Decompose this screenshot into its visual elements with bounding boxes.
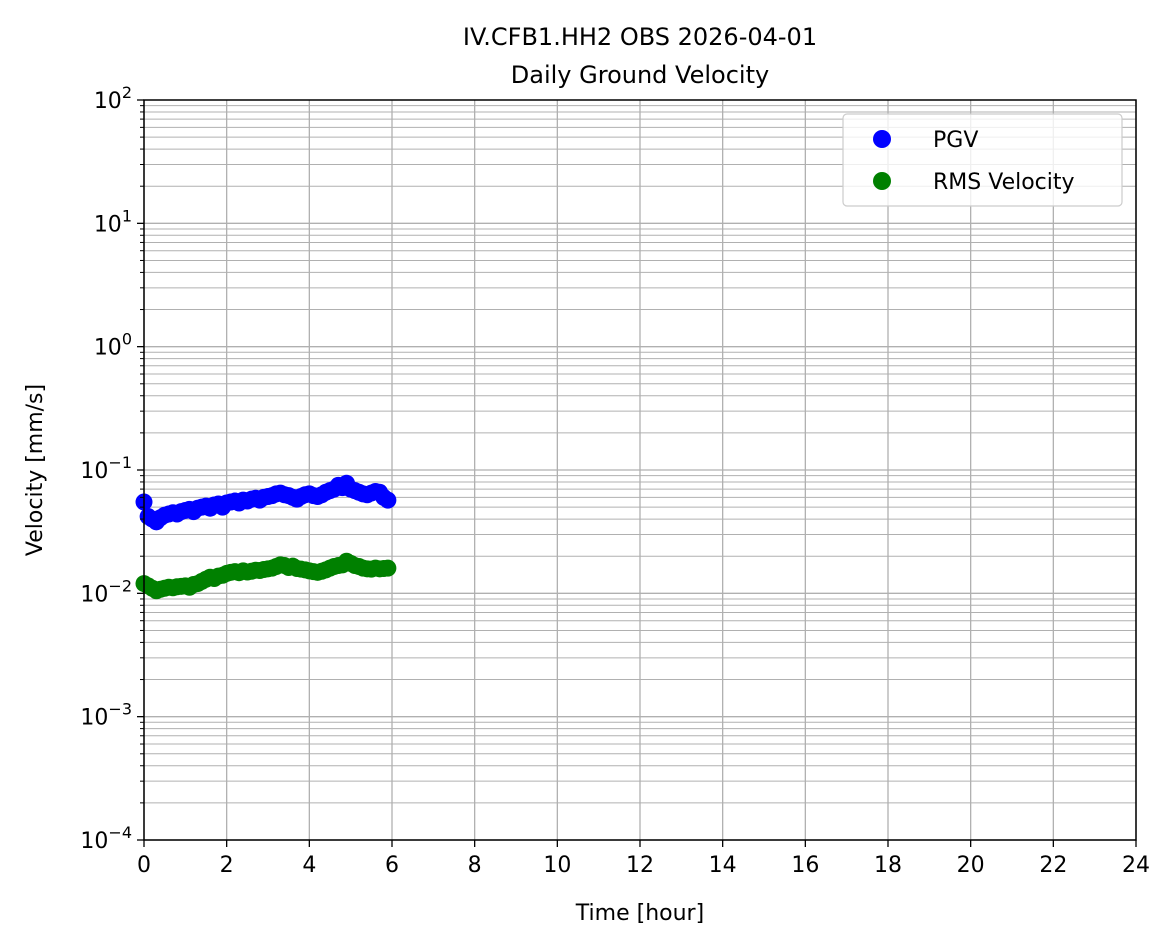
chart-subtitle: Daily Ground Velocity: [511, 61, 769, 89]
chart-title: IV.CFB1.HH2 OBS 2026-04-01: [463, 23, 817, 51]
x-axis-label: Time [hour]: [575, 901, 704, 926]
pgv-point: [379, 491, 397, 509]
legend-label-rms: RMS Velocity: [933, 170, 1075, 195]
x-tick-label: 14: [709, 853, 737, 878]
y-tick-label: 10−4: [80, 823, 132, 854]
x-tick-label: 8: [468, 853, 482, 878]
data-points: [135, 474, 397, 600]
x-tick-label: 4: [302, 853, 316, 878]
legend-marker-pgv: [873, 130, 891, 148]
legend-marker-rms: [873, 172, 891, 190]
legend-box: [842, 113, 1123, 207]
series-pgv: [135, 474, 397, 531]
x-tick-label: 22: [1039, 853, 1067, 878]
x-tick-label: 12: [626, 853, 654, 878]
x-tick-label: 0: [137, 853, 151, 878]
x-tick-label: 20: [957, 853, 985, 878]
rms-point: [379, 559, 397, 577]
x-tick-label: 16: [791, 853, 819, 878]
x-tick-label: 2: [220, 853, 234, 878]
y-axis-label: Velocity [mm/s]: [23, 384, 48, 556]
series-rms-velocity: [135, 552, 397, 600]
y-tick-label: 101: [94, 206, 132, 237]
x-axis: 0 2 4 6 8 10 12 14 16 18 20 22 24: [137, 840, 1150, 878]
y-axis: 10−4 10−3 10−2 10−1 100 101 102: [80, 83, 144, 854]
y-tick-label: 100: [94, 330, 132, 361]
x-tick-label: 18: [874, 853, 902, 878]
y-tick-label: 102: [94, 83, 132, 114]
y-tick-label: 10−1: [80, 453, 132, 484]
y-tick-label: 10−2: [80, 576, 132, 607]
legend: PGV RMS Velocity: [842, 113, 1123, 207]
grid: [143, 100, 1137, 841]
legend-label-pgv: PGV: [933, 128, 978, 153]
y-tick-label: 10−3: [80, 700, 132, 731]
x-tick-label: 10: [543, 853, 571, 878]
x-tick-label: 6: [385, 853, 399, 878]
x-tick-label: 24: [1122, 853, 1150, 878]
